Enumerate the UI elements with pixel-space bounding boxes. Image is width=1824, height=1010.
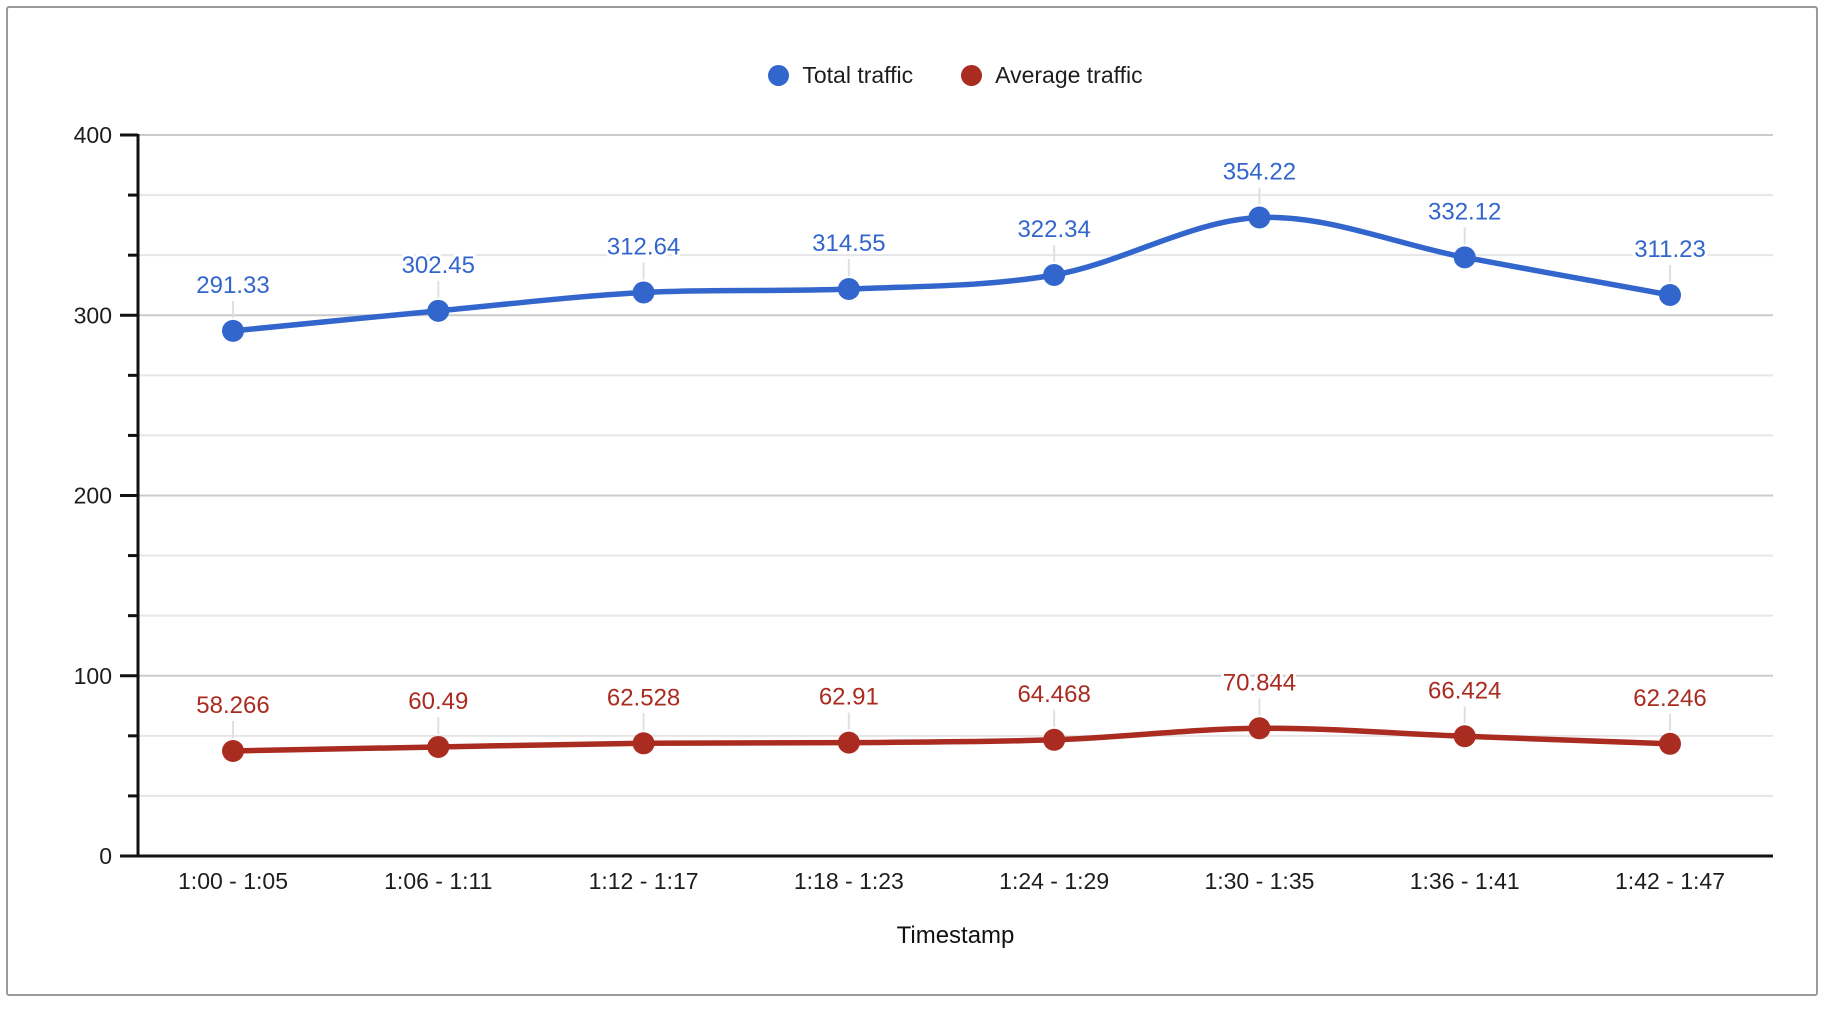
line-chart-canvas[interactable]: 0 100 200 300 400 1:00 - 1:05 1:06 - 1:11 1:12 … (8, 8, 1824, 1010)
data-point-label-average-traffic-6: 66.424 (1428, 677, 1501, 704)
data-point-label-average-traffic-5: 70.844 (1223, 669, 1296, 696)
data-point-label-average-traffic-3: 62.91 (819, 684, 879, 711)
data-point-average-traffic-7[interactable] (1659, 733, 1681, 755)
data-point-total-traffic-2[interactable] (633, 281, 655, 303)
x-tick-label: 1:24 - 1:29 (999, 868, 1109, 894)
data-point-total-traffic-0[interactable] (222, 320, 244, 342)
data-point-label-average-traffic-0: 58.266 (196, 692, 269, 719)
x-tick-label: 1:12 - 1:17 (589, 868, 699, 894)
legend-label-average-traffic: Average traffic (995, 62, 1142, 89)
data-point-total-traffic-4[interactable] (1043, 264, 1065, 286)
y-tick-label: 200 (74, 483, 112, 509)
data-point-label-average-traffic-7: 62.246 (1633, 685, 1706, 712)
legend-label-total-traffic: Total traffic (802, 62, 913, 89)
data-point-label-average-traffic-2: 62.528 (607, 684, 680, 711)
chart-window: 0 100 200 300 400 1:00 - 1:05 1:06 - 1:11 1:12 … (6, 6, 1818, 996)
data-point-average-traffic-1[interactable] (427, 736, 449, 758)
data-point-label-total-traffic-4: 322.34 (1017, 216, 1090, 243)
data-point-label-total-traffic-2: 312.64 (607, 233, 680, 260)
x-tick-label: 1:42 - 1:47 (1615, 868, 1725, 894)
data-point-total-traffic-3[interactable] (838, 278, 860, 300)
data-point-average-traffic-2[interactable] (633, 732, 655, 754)
data-point-total-traffic-6[interactable] (1454, 246, 1476, 268)
legend-marker-average-traffic-icon (961, 65, 982, 86)
data-point-label-total-traffic-1: 302.45 (402, 252, 475, 279)
x-tick-label: 1:36 - 1:41 (1410, 868, 1520, 894)
data-point-label-total-traffic-6: 332.12 (1428, 198, 1501, 225)
x-axis-title: Timestamp (138, 922, 1773, 950)
data-point-average-traffic-6[interactable] (1454, 725, 1476, 747)
y-tick-label: 300 (74, 302, 112, 328)
y-tick-label: 100 (74, 663, 112, 689)
x-tick-label: 1:00 - 1:05 (178, 868, 288, 894)
data-point-total-traffic-1[interactable] (427, 300, 449, 322)
chart-legend: Total traffic Average traffic (138, 62, 1773, 89)
data-point-label-total-traffic-5: 354.22 (1223, 159, 1296, 186)
legend-item-total-traffic[interactable]: Total traffic (768, 62, 913, 89)
data-point-total-traffic-7[interactable] (1659, 284, 1681, 306)
data-point-label-total-traffic-3: 314.55 (812, 230, 885, 257)
data-point-label-total-traffic-7: 311.23 (1634, 236, 1706, 263)
data-point-label-total-traffic-0: 291.33 (196, 272, 269, 299)
data-point-average-traffic-4[interactable] (1043, 729, 1065, 751)
y-tick-label: 0 (99, 843, 112, 869)
legend-marker-total-traffic-icon (768, 65, 789, 86)
x-tick-label: 1:30 - 1:35 (1204, 868, 1314, 894)
x-tick-label: 1:18 - 1:23 (794, 868, 904, 894)
data-point-total-traffic-5[interactable] (1248, 207, 1270, 229)
data-point-average-traffic-0[interactable] (222, 740, 244, 762)
data-point-average-traffic-5[interactable] (1248, 717, 1270, 739)
data-point-label-average-traffic-4: 64.468 (1017, 681, 1090, 708)
legend-item-average-traffic[interactable]: Average traffic (961, 62, 1142, 89)
data-point-average-traffic-3[interactable] (838, 732, 860, 754)
y-tick-label: 400 (74, 122, 112, 148)
x-tick-label: 1:06 - 1:11 (384, 868, 492, 894)
data-point-label-average-traffic-1: 60.49 (408, 688, 468, 715)
